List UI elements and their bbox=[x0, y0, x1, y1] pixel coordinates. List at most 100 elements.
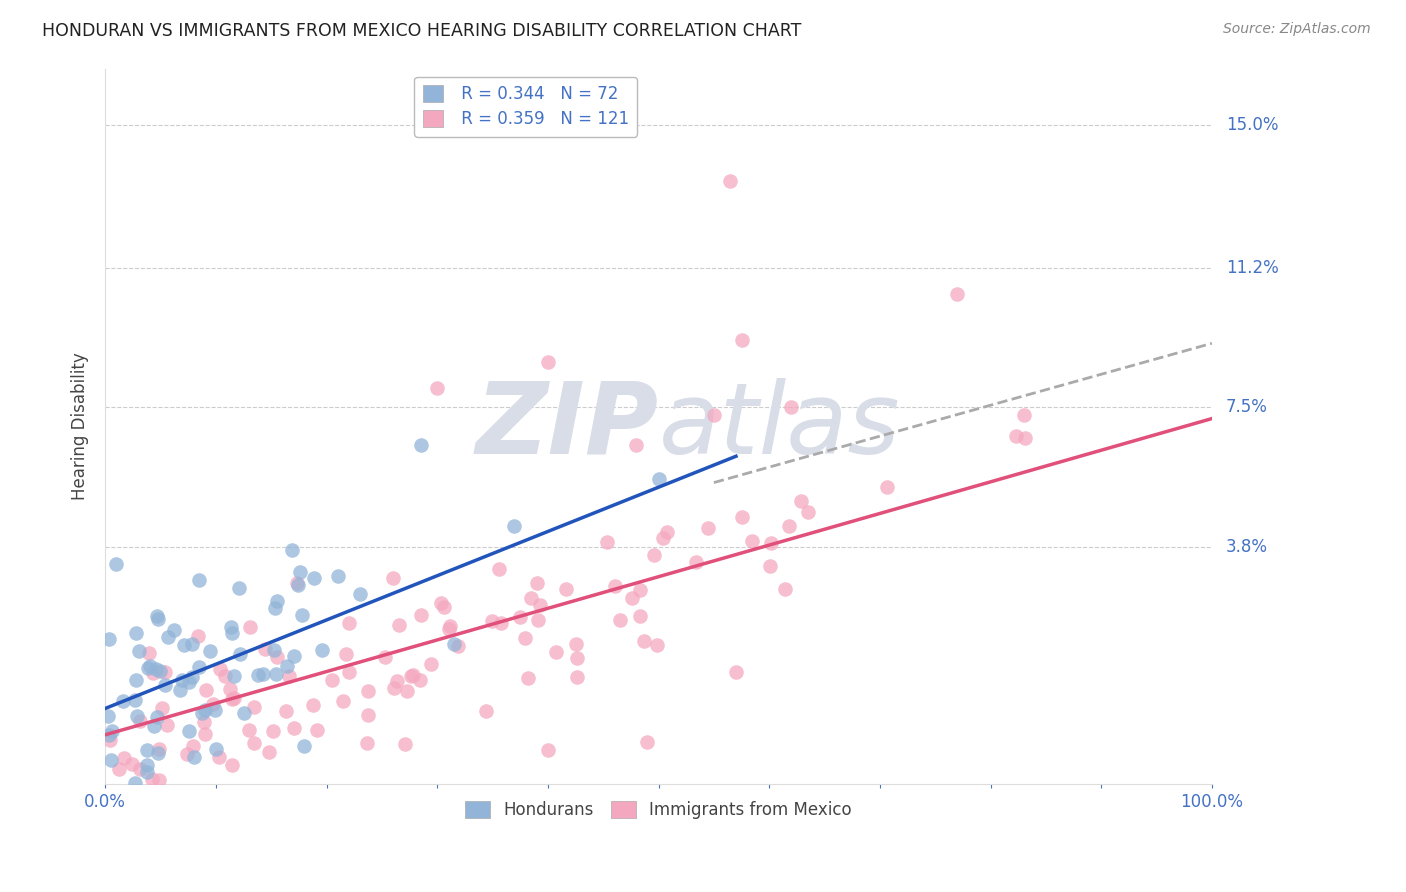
Point bbox=[97, 632, 120, 646]
Text: 3.8%: 3.8% bbox=[1226, 538, 1268, 556]
Point bbox=[253, 642, 276, 657]
Point bbox=[125, 673, 148, 687]
Point bbox=[655, 525, 678, 540]
Point bbox=[194, 727, 217, 741]
Point bbox=[97, 804, 120, 818]
Point bbox=[146, 710, 169, 724]
Point bbox=[426, 382, 449, 396]
Point bbox=[266, 649, 288, 664]
Point bbox=[697, 521, 720, 535]
Point bbox=[181, 739, 204, 753]
Point bbox=[228, 581, 250, 595]
Point bbox=[146, 855, 169, 869]
Point bbox=[207, 749, 229, 764]
Point bbox=[143, 719, 166, 733]
Text: Source: ZipAtlas.com: Source: ZipAtlas.com bbox=[1223, 22, 1371, 37]
Point bbox=[111, 807, 134, 822]
Point bbox=[142, 666, 165, 681]
Point bbox=[264, 667, 287, 681]
Text: 7.5%: 7.5% bbox=[1226, 399, 1268, 417]
Text: atlas: atlas bbox=[658, 377, 900, 475]
Point bbox=[128, 644, 150, 658]
Point bbox=[155, 665, 177, 680]
Point bbox=[720, 174, 742, 188]
Point bbox=[433, 600, 456, 615]
Point bbox=[382, 681, 405, 695]
Point bbox=[283, 721, 305, 735]
Point bbox=[554, 582, 576, 596]
Point bbox=[335, 647, 357, 661]
Point bbox=[136, 757, 159, 772]
Point bbox=[288, 565, 311, 579]
Point bbox=[647, 472, 669, 486]
Point bbox=[221, 625, 243, 640]
Point bbox=[229, 647, 252, 661]
Point bbox=[475, 704, 498, 718]
Point bbox=[1005, 428, 1028, 442]
Point bbox=[135, 743, 157, 757]
Point bbox=[281, 543, 304, 558]
Point bbox=[246, 668, 269, 682]
Point bbox=[527, 613, 550, 627]
Point bbox=[374, 649, 396, 664]
Point bbox=[243, 699, 266, 714]
Point bbox=[356, 736, 378, 750]
Point bbox=[439, 619, 461, 633]
Point bbox=[730, 510, 752, 524]
Point bbox=[399, 669, 422, 683]
Point bbox=[222, 691, 245, 706]
Point bbox=[357, 708, 380, 723]
Point bbox=[97, 728, 120, 742]
Point bbox=[643, 548, 665, 562]
Point bbox=[141, 772, 163, 786]
Point bbox=[105, 557, 128, 571]
Point bbox=[257, 745, 280, 759]
Point bbox=[628, 608, 651, 623]
Point bbox=[214, 669, 236, 683]
Point bbox=[778, 518, 800, 533]
Point bbox=[183, 750, 205, 764]
Point bbox=[243, 736, 266, 750]
Point bbox=[387, 673, 409, 688]
Point bbox=[187, 630, 209, 644]
Point bbox=[443, 637, 465, 651]
Point bbox=[233, 706, 256, 720]
Point bbox=[515, 631, 537, 645]
Point bbox=[773, 582, 796, 596]
Point bbox=[544, 645, 567, 659]
Point bbox=[620, 591, 643, 606]
Point bbox=[294, 739, 316, 753]
Point bbox=[564, 637, 586, 651]
Point bbox=[179, 723, 201, 738]
Point bbox=[567, 651, 589, 665]
Point bbox=[626, 438, 648, 452]
Legend: Hondurans, Immigrants from Mexico: Hondurans, Immigrants from Mexico bbox=[458, 794, 859, 825]
Point bbox=[262, 723, 284, 738]
Point bbox=[136, 661, 159, 675]
Point bbox=[1012, 408, 1035, 422]
Point bbox=[204, 703, 226, 717]
Point bbox=[169, 682, 191, 697]
Point bbox=[188, 573, 211, 587]
Point bbox=[311, 643, 333, 657]
Point bbox=[222, 669, 245, 683]
Point bbox=[181, 637, 204, 651]
Point bbox=[276, 659, 298, 673]
Text: ZIP: ZIP bbox=[475, 377, 658, 475]
Point bbox=[124, 692, 146, 706]
Point bbox=[266, 594, 288, 608]
Point bbox=[596, 534, 619, 549]
Point bbox=[124, 775, 146, 789]
Point bbox=[193, 714, 215, 729]
Point bbox=[124, 797, 146, 811]
Point bbox=[209, 662, 232, 676]
Point bbox=[526, 575, 548, 590]
Point bbox=[177, 674, 200, 689]
Point bbox=[603, 579, 626, 593]
Point bbox=[176, 747, 198, 761]
Point bbox=[537, 743, 560, 757]
Point bbox=[489, 616, 512, 631]
Point bbox=[481, 615, 503, 629]
Point bbox=[946, 287, 969, 301]
Point bbox=[321, 673, 343, 688]
